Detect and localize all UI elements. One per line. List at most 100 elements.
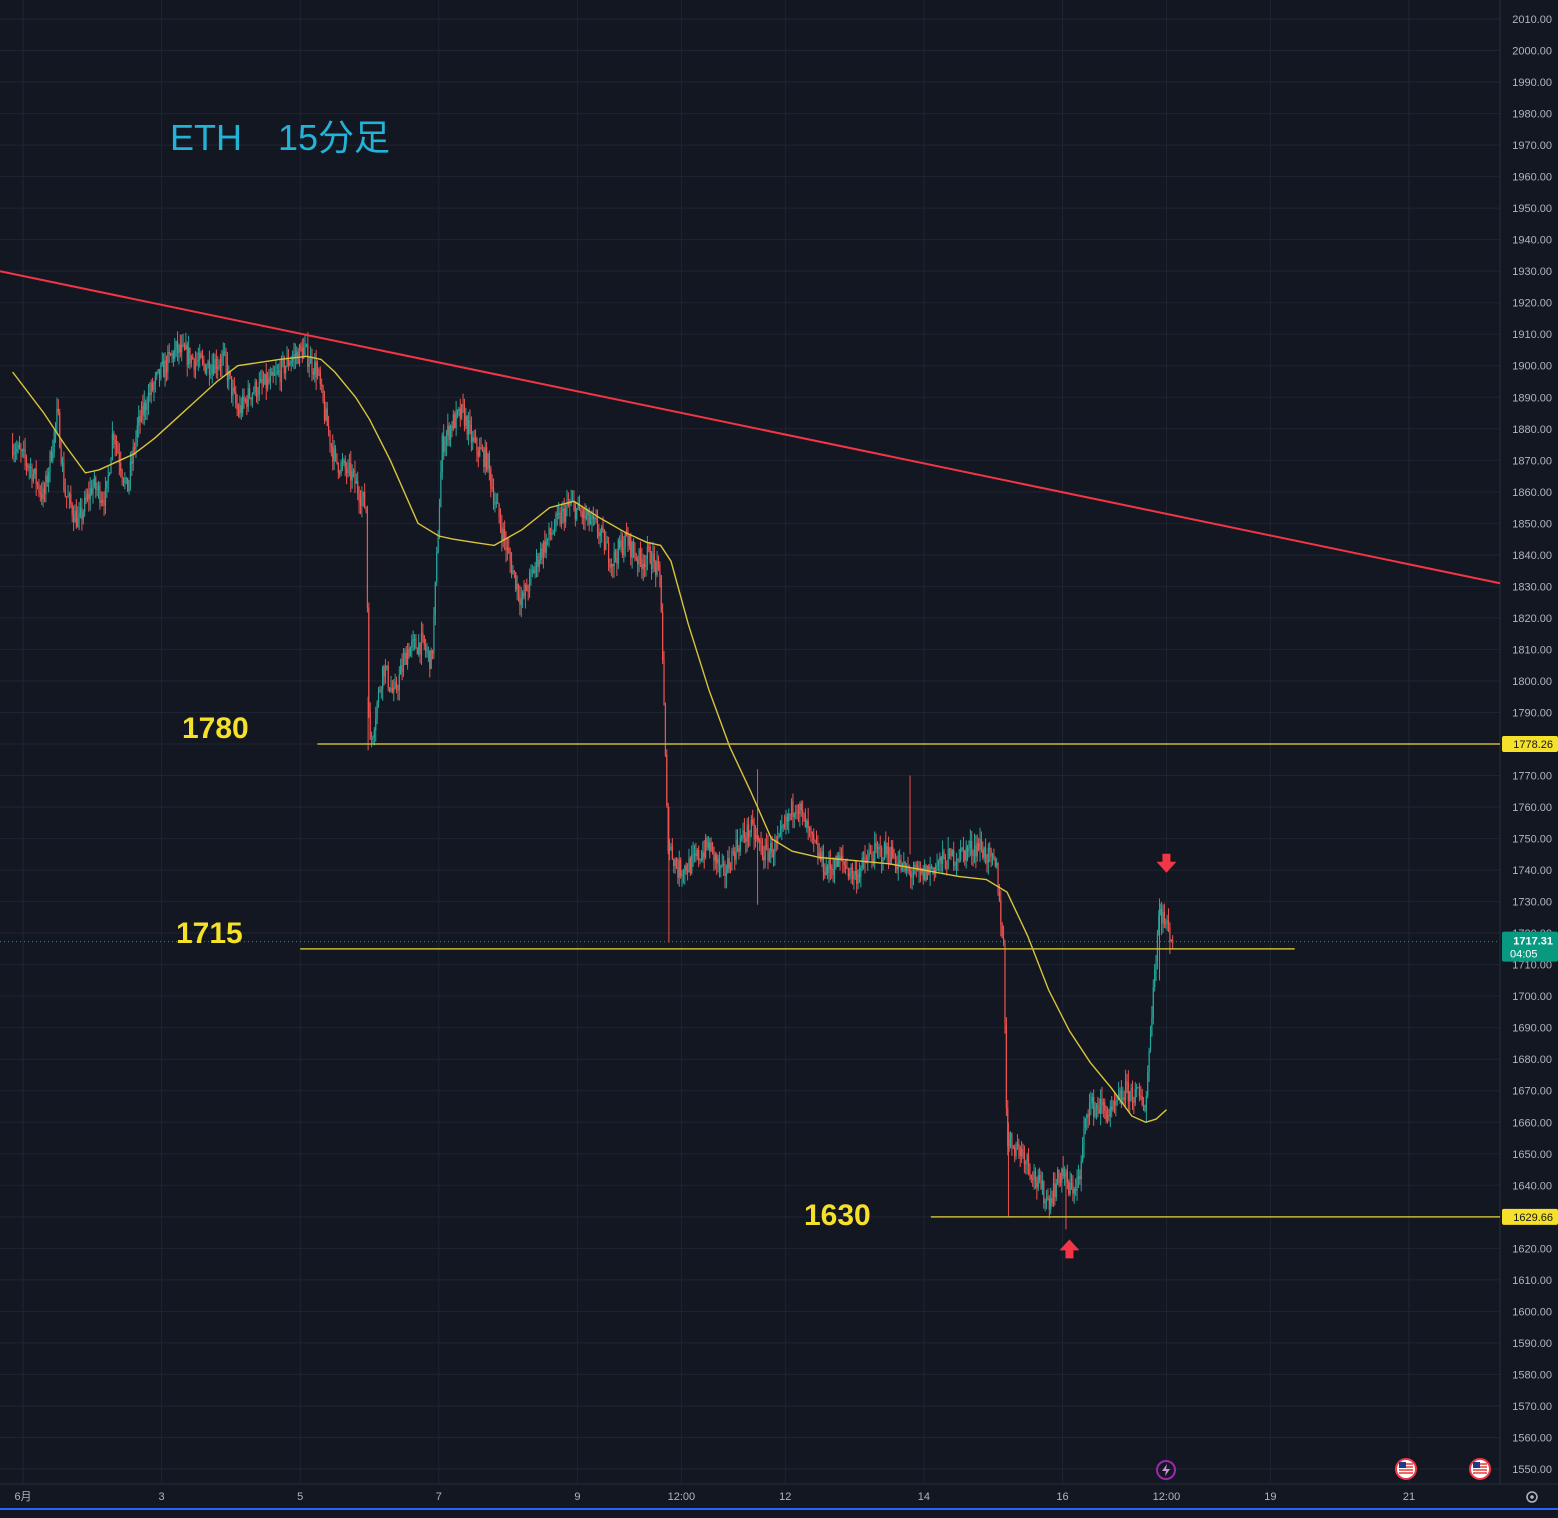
- candle-body: [433, 614, 435, 654]
- candle-body: [757, 837, 759, 840]
- candle-body: [548, 528, 550, 539]
- candle-body: [929, 866, 931, 874]
- candle-body: [210, 373, 212, 375]
- candle-body: [54, 423, 57, 432]
- candle-body: [142, 405, 144, 416]
- candle-body: [170, 353, 172, 356]
- candle-body: [893, 857, 895, 859]
- candle-body: [150, 382, 152, 395]
- x-tick-label: 9: [574, 1491, 580, 1503]
- candle-body: [92, 486, 94, 495]
- candle-body: [330, 444, 332, 446]
- candle-body: [1059, 1177, 1062, 1183]
- candle-body: [1098, 1109, 1100, 1114]
- candle-body: [626, 531, 628, 537]
- x-tick-label: 5: [297, 1491, 303, 1503]
- candle-body: [969, 840, 971, 848]
- flag-canton: [1473, 1462, 1480, 1468]
- candle-body: [1002, 937, 1005, 944]
- candle-body: [239, 405, 241, 415]
- candle-body: [61, 462, 64, 464]
- candle-body: [68, 494, 71, 497]
- candle-body: [907, 866, 909, 869]
- candle-body: [401, 665, 403, 672]
- candle-body: [566, 502, 568, 509]
- candle-body: [1131, 1087, 1134, 1102]
- candle-body: [944, 857, 946, 869]
- candle-body: [120, 463, 122, 472]
- candle-body: [38, 483, 40, 492]
- candle-body: [732, 851, 734, 853]
- candle-body: [16, 448, 18, 452]
- candle-body: [1012, 1146, 1014, 1148]
- candle-body: [271, 371, 273, 376]
- candle-body: [495, 502, 497, 504]
- candle-body: [157, 369, 159, 373]
- candle-body: [388, 687, 391, 691]
- candle-body: [850, 866, 852, 874]
- level-badge-1630: [1502, 1208, 1558, 1225]
- candle-body: [782, 825, 784, 827]
- candle-body: [542, 541, 545, 559]
- candle-body: [102, 500, 104, 502]
- candle-body: [836, 856, 838, 867]
- candle-body: [533, 570, 535, 574]
- candle-body: [510, 561, 513, 575]
- candle-body: [696, 849, 698, 857]
- candle-body: [709, 842, 711, 852]
- candle-body: [1062, 1168, 1064, 1177]
- moving-average-line: [12, 355, 1167, 1124]
- candle-body: [467, 420, 470, 435]
- x-tick-label: 19: [1264, 1491, 1276, 1503]
- candle-body: [522, 592, 524, 599]
- x-tick-label: 21: [1403, 1491, 1415, 1503]
- us-flag-event-icon[interactable]: [1469, 1458, 1491, 1480]
- candle-body: [502, 529, 504, 541]
- candle-body: [104, 488, 107, 506]
- candle-body: [1043, 1180, 1045, 1204]
- candle-body: [1032, 1178, 1034, 1180]
- candle-body: [364, 492, 366, 508]
- candle-body: [813, 834, 815, 841]
- candle-body: [41, 493, 43, 500]
- candle-body: [989, 847, 991, 850]
- level-label-1780: 1780: [182, 712, 249, 745]
- candle-body: [771, 843, 773, 857]
- candle-body: [322, 385, 324, 402]
- time-axis[interactable]: 6月 3 5 7 9 12:00 12 14 16 12:00 19 21: [14, 1491, 1415, 1503]
- candle-body: [585, 515, 588, 519]
- candle-body: [186, 344, 188, 365]
- candle-body: [339, 472, 341, 474]
- y-tick-label: 1600.00: [1512, 1306, 1552, 1318]
- candle-body: [908, 868, 910, 872]
- candle-body: [77, 517, 79, 528]
- y-tick-label: 1750.00: [1512, 834, 1552, 846]
- candle-body: [674, 859, 676, 866]
- candle-body: [81, 507, 83, 520]
- candle-body: [391, 688, 393, 693]
- candle-body: [983, 847, 985, 858]
- lightning-event-icon[interactable]: [1156, 1460, 1176, 1480]
- candle-body: [114, 440, 116, 444]
- candle-body: [1022, 1149, 1024, 1153]
- candle-body: [1105, 1111, 1107, 1121]
- gear-icon[interactable]: [1526, 1491, 1538, 1503]
- candle-body: [703, 852, 705, 858]
- candle-body: [57, 408, 59, 412]
- candle-body: [405, 652, 407, 665]
- candle-body: [236, 403, 238, 410]
- candle-body: [717, 858, 719, 864]
- candle-body: [648, 546, 650, 548]
- candle-body: [686, 870, 689, 873]
- candle-body: [711, 842, 714, 847]
- candle-body: [530, 570, 532, 574]
- us-flag-event-icon[interactable]: [1395, 1458, 1417, 1480]
- candle-body: [1011, 1133, 1013, 1147]
- candle-body: [628, 535, 630, 546]
- candle-body: [563, 508, 565, 523]
- candle-body: [1025, 1162, 1027, 1165]
- y-tick-label: 1640.00: [1512, 1180, 1552, 1192]
- candle-body: [1087, 1115, 1089, 1117]
